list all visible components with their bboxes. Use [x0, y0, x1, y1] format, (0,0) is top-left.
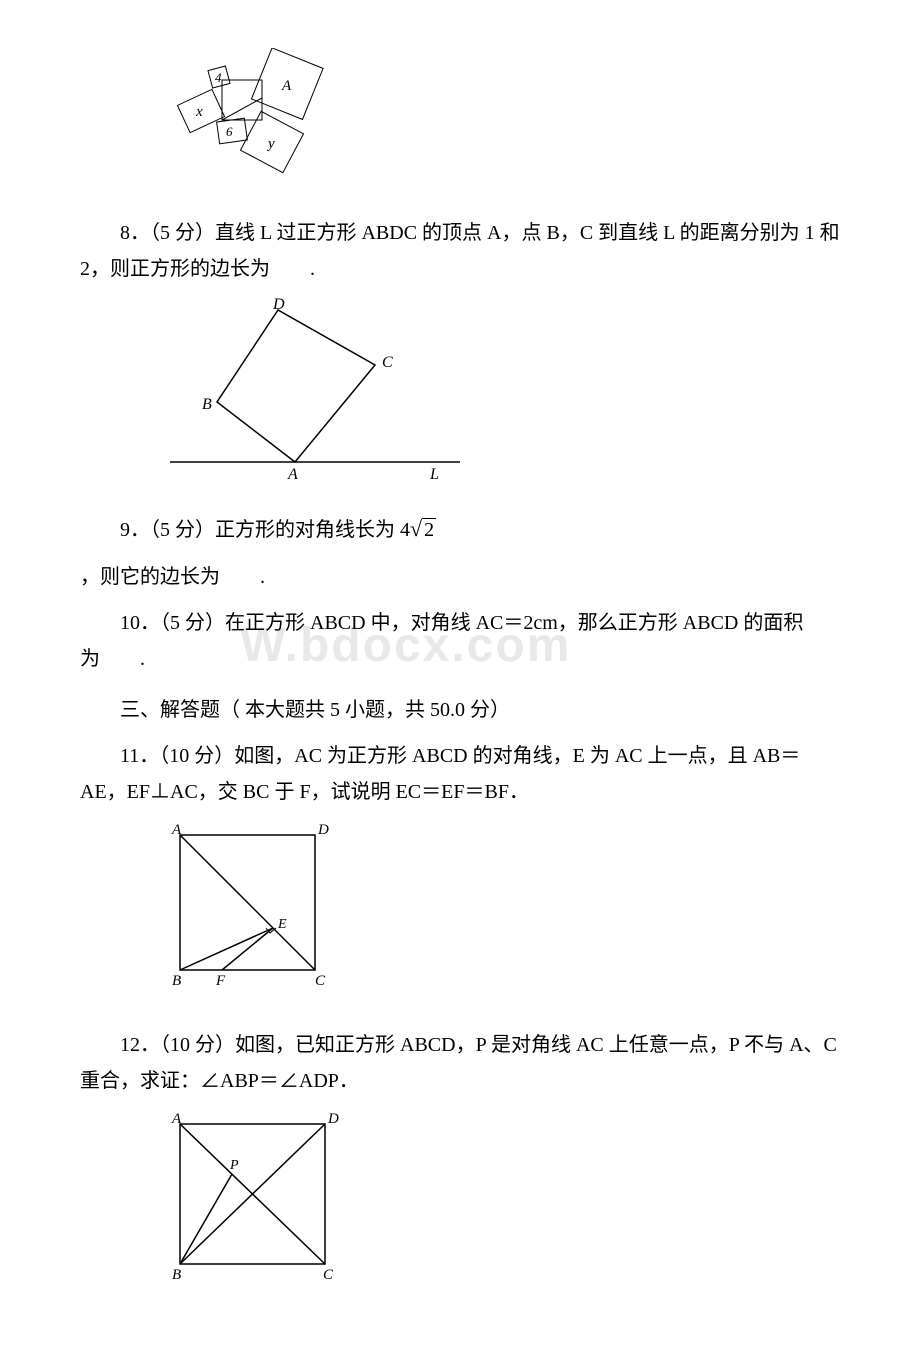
question-11: 11．（10 分）如图，AC 为正方形 ABCD 的对角线，E 为 AC 上一点… — [80, 738, 840, 810]
label-D: D — [272, 297, 285, 313]
label-C: C — [323, 1267, 334, 1283]
figure-q11: A D E B F C — [160, 820, 840, 1012]
label-A: A — [287, 466, 298, 482]
label-B: B — [202, 396, 212, 413]
label-E: E — [277, 917, 287, 932]
figure-q8: D C B A L — [160, 297, 840, 494]
label-B: B — [172, 973, 181, 989]
label-4: 4 — [215, 70, 222, 85]
q9-text-a: 9．（5 分）正方形的对角线长为 4 — [120, 519, 410, 541]
question-9-a: 9．（5 分）正方形的对角线长为 4√2 — [80, 509, 840, 549]
label-A: A — [281, 78, 292, 94]
question-12: 12．（10 分）如图，已知正方形 ABCD，P 是对角线 AC 上任意一点，P… — [80, 1027, 840, 1099]
label-L: L — [429, 466, 439, 482]
label-D: D — [327, 1111, 339, 1127]
q9-sqrt: √2 — [410, 519, 436, 541]
question-8: 8．（5 分）直线 L 过正方形 ABDC 的顶点 A，点 B，C 到直线 L … — [80, 215, 840, 287]
section-3-title: 三、解答题（ 本大题共 5 小题，共 50.0 分） — [80, 692, 840, 728]
question-9-b: ，则它的边长为 . — [80, 559, 840, 595]
label-C: C — [315, 973, 326, 989]
label-C: C — [382, 354, 393, 371]
label-B: B — [172, 1267, 181, 1283]
label-y: y — [266, 136, 275, 152]
label-F: F — [215, 973, 226, 989]
figure-q12: A D P B C — [160, 1109, 840, 1301]
label-A: A — [171, 1111, 182, 1127]
label-6: 6 — [226, 124, 233, 139]
label-D: D — [317, 822, 329, 838]
label-x: x — [195, 104, 203, 120]
figure-q7: 4 x A 6 y — [160, 48, 840, 200]
label-P: P — [229, 1158, 239, 1173]
question-10: 10．（5 分）在正方形 ABCD 中，对角线 AC＝2cm，那么正方形 ABC… — [80, 605, 840, 677]
label-A: A — [171, 822, 182, 838]
